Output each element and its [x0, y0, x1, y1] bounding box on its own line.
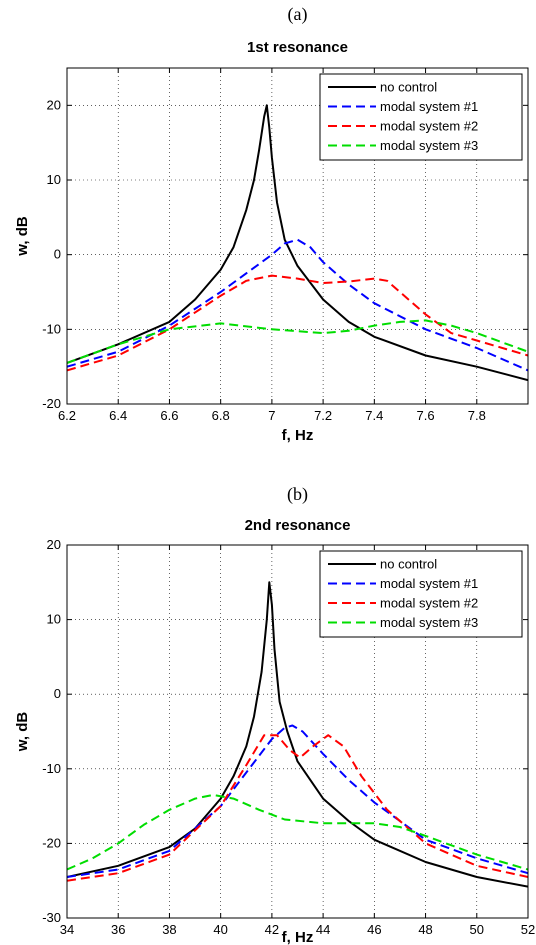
y-tick-label: -10	[42, 761, 61, 776]
x-tick-label: 44	[316, 922, 330, 937]
y-tick-label: 0	[54, 686, 61, 701]
legend-label-4: modal system #3	[380, 138, 478, 153]
x-tick-label: 6.4	[109, 408, 127, 423]
series-line-4	[67, 319, 528, 364]
y-axis-label: w, dB	[14, 216, 31, 257]
x-tick-label: 42	[265, 922, 279, 937]
panel-label: (b)	[287, 484, 308, 505]
panel-label: (a)	[288, 4, 308, 25]
legend-label-4: modal system #3	[380, 615, 478, 630]
y-tick-label: -20	[42, 835, 61, 850]
series-line-2	[67, 238, 528, 372]
series-line-1	[67, 104, 528, 382]
legend-label-2: modal system #1	[380, 99, 478, 114]
legend-box	[319, 73, 523, 161]
x-tick-label: 40	[213, 922, 227, 937]
y-tick-label: -20	[42, 396, 61, 411]
x-tick-label: 7.2	[314, 408, 332, 423]
x-tick-label: 52	[521, 922, 535, 937]
legend-box	[319, 550, 523, 638]
x-tick-label: 48	[418, 922, 432, 937]
legend-label-1: no control	[380, 80, 437, 95]
x-tick-label: 6.6	[160, 408, 178, 423]
y-tick-label: 0	[54, 247, 61, 262]
x-tick-label: 7.6	[417, 408, 435, 423]
chart-panel-2: (b) 2nd resonance 34 36 38 40 42 44 46 48 50 52 -30 -…	[14, 484, 535, 945]
x-tick-label: 7	[268, 408, 275, 423]
chart-panel-1: (a) 1st resonance 6.2 6.4 6.6 6.8 7 7.2 7.4 7.6 7.…	[14, 4, 529, 444]
legend: no control modal system #1 modal system #2…	[319, 73, 523, 161]
legend-label-3: modal system #2	[380, 119, 478, 134]
x-axis-label: f, Hz	[282, 929, 314, 945]
x-tick-label: 6.2	[58, 408, 76, 423]
x-tick-label: 6.8	[212, 408, 230, 423]
y-tick-label: 10	[47, 172, 61, 187]
series-line-3	[67, 734, 528, 882]
x-tick-label: 36	[111, 922, 125, 937]
x-tick-label: 7.4	[365, 408, 383, 423]
legend-label-2: modal system #1	[380, 576, 478, 591]
x-tick-label: 34	[60, 922, 74, 937]
x-tick-label: 50	[470, 922, 484, 937]
legend-label-1: no control	[380, 557, 437, 572]
y-tick-label: 20	[47, 97, 61, 112]
x-tick-label: 38	[162, 922, 176, 937]
series-line-4	[67, 793, 528, 871]
y-tick-label: 20	[47, 537, 61, 552]
legend-label-3: modal system #2	[380, 596, 478, 611]
axes-frame	[66, 67, 529, 405]
y-axis-label: w, dB	[14, 712, 31, 753]
x-axis-label: f, Hz	[282, 427, 314, 444]
legend: no control modal system #1 modal system #2…	[319, 550, 523, 638]
x-tick-label: 46	[367, 922, 381, 937]
chart-title: 1st resonance	[247, 39, 348, 56]
y-tick-label: 10	[47, 612, 61, 627]
axes-frame	[66, 544, 529, 919]
y-tick-label: -10	[42, 321, 61, 336]
y-tick-label: -30	[42, 910, 61, 925]
chart-title: 2nd resonance	[245, 517, 351, 534]
series-line-1	[67, 581, 528, 888]
x-tick-label: 7.8	[468, 408, 486, 423]
